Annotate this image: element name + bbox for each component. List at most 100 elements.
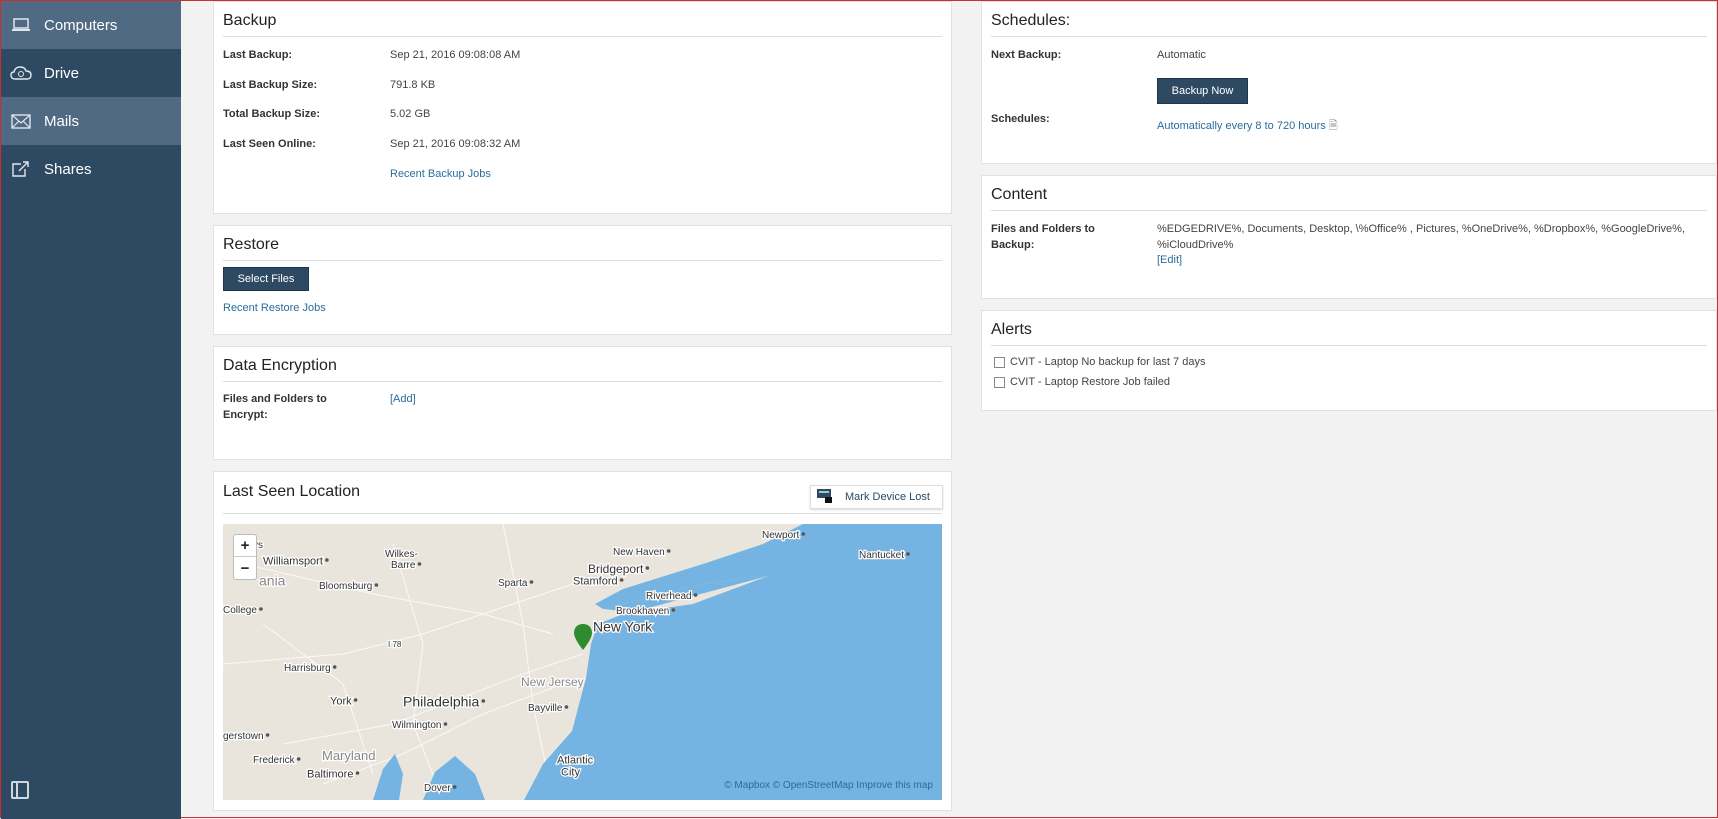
map-city-dot [529, 580, 534, 584]
sidebar-item-shares[interactable]: Shares [1, 145, 181, 193]
last-seen-location-panel: Last Seen Location Mark Device Lost ys Wi… [213, 471, 952, 811]
map-city-dot [355, 771, 360, 775]
map-attribution[interactable]: © Mapbox © OpenStreetMap Improve this ma… [724, 780, 933, 791]
map-city-dot [265, 733, 270, 737]
panel-title: Content [991, 186, 1707, 211]
schedules-panel: Schedules: Next Backup: Automatic Backup… [981, 1, 1717, 164]
map-label-gerstown: gerstown [223, 731, 264, 742]
map-label-atlantic: Atlantic [557, 754, 594, 766]
map-zoom-control: + − [233, 534, 257, 580]
map-city-dot [481, 699, 486, 703]
field-label: Last Seen Online: [223, 138, 316, 150]
location-map[interactable]: ys Williamsport Wilkes- Barre ania Bloomsburg… [223, 524, 942, 800]
map-city-dot [666, 549, 671, 553]
chesapeake-bay [373, 754, 403, 800]
map-label-i78: I 78 [388, 640, 402, 649]
alerts-panel: Alerts CVIT - Laptop No backup for last … [981, 310, 1717, 411]
map-label-newyork: New York [593, 619, 653, 635]
map-city-dot [443, 722, 448, 726]
add-encryption-link[interactable]: [Add] [390, 393, 416, 405]
sidebar-item-computers[interactable]: Computers [1, 1, 181, 49]
sidebar-item-drive[interactable]: Drive [1, 49, 181, 97]
panel-title: Alerts [991, 321, 1707, 346]
panel-title: Restore [223, 236, 942, 261]
edit-content-link[interactable]: [Edit] [1157, 254, 1183, 266]
field-label: Next Backup: [991, 49, 1062, 61]
next-backup-value: Automatic [1157, 49, 1206, 61]
alert-checkbox[interactable] [994, 377, 1005, 388]
backup-content-value: %iCloudDrive% [1157, 239, 1234, 251]
panel-title: Data Encryption [223, 357, 942, 382]
document-icon: 🗎 [1328, 120, 1338, 132]
location-pin-icon[interactable] [574, 624, 592, 650]
map-label-nantucket: Nantucket [859, 550, 904, 561]
map-city-dot [296, 757, 301, 761]
sidebar-item-mails[interactable]: Mails [1, 97, 181, 145]
map-label-dover: Dover [424, 783, 451, 794]
field-label: Files and Folders to [223, 393, 327, 405]
mark-device-lost-button[interactable]: Mark Device Lost [810, 485, 943, 509]
map-label-bloomsburg: Bloomsburg [319, 581, 372, 592]
alert-checkbox[interactable] [994, 357, 1005, 368]
device-lost-icon [817, 488, 833, 506]
field-label: Encrypt: [223, 409, 268, 421]
field-label: Last Backup Size: [223, 79, 318, 91]
sidebar: Computers Drive Mails Shares [1, 1, 181, 819]
map-city-dot [325, 558, 329, 562]
map-label-bridgeport: Bridgeport [588, 562, 644, 576]
map-label-newport: Newport [762, 530, 799, 541]
select-files-button[interactable]: Select Files [223, 267, 309, 291]
recent-restore-jobs-link[interactable]: Recent Restore Jobs [223, 302, 326, 314]
field-label: Last Backup: [223, 49, 293, 61]
map-city-dot [564, 705, 569, 709]
map-label-philadelphia: Philadelphia [403, 694, 479, 710]
panel-title: Backup [223, 12, 942, 37]
map-label-riverhead: Riverhead [646, 591, 692, 602]
field-label: Schedules: [991, 113, 1050, 125]
panel-title: Last Seen Location [223, 483, 942, 514]
data-encryption-panel: Data Encryption Files and Folders to Enc… [213, 346, 952, 460]
map-city-dot [801, 532, 806, 536]
map-city-dot [452, 785, 457, 789]
last-backup-value: Sep 21, 2016 09:08:08 AM [390, 49, 521, 61]
map-label-newjersey: New Jersey [521, 675, 584, 689]
backup-now-button[interactable]: Backup Now [1157, 78, 1248, 104]
map-city-dot [693, 593, 698, 597]
restore-panel: Restore Select Files Recent Restore Jobs [213, 225, 952, 335]
total-backup-size-value: 5.02 GB [390, 108, 431, 120]
zoom-in-button[interactable]: + [234, 535, 256, 557]
sidebar-item-label: Drive [44, 64, 80, 82]
map-label-stamford: Stamford [573, 575, 618, 587]
map-label-wilkes: Wilkes- [385, 549, 418, 560]
last-backup-size-value: 791.8 KB [390, 79, 436, 91]
recent-backup-jobs-link[interactable]: Recent Backup Jobs [390, 168, 491, 180]
laptop-icon [10, 17, 32, 33]
schedules-link-label: Automatically every 8 to 720 hours [1157, 120, 1326, 132]
collapse-sidebar-icon[interactable] [11, 781, 29, 799]
map-label-baltimore: Baltimore [307, 768, 353, 780]
sidebar-item-label: Computers [44, 16, 118, 34]
map-city-dot [374, 583, 379, 587]
map-label-sparta: Sparta [498, 578, 528, 589]
mark-device-lost-label: Mark Device Lost [845, 491, 930, 503]
map-label-williamsport: Williamsport [263, 555, 323, 567]
ocean [524, 524, 942, 800]
long-island-sound [603, 576, 768, 612]
sidebar-item-label: Mails [44, 112, 80, 130]
map-label-wilmington: Wilmington [392, 720, 441, 731]
map-label-college: College [223, 605, 257, 616]
map-label-harrisburg: Harrisburg [284, 663, 331, 674]
field-label: Files and Folders to [991, 223, 1095, 235]
zoom-out-button[interactable]: − [240, 559, 250, 577]
map-label-frederick: Frederick [253, 755, 296, 766]
map-city-dot [259, 607, 263, 611]
map-label-barre: Barre [391, 560, 416, 571]
map-label-bayville: Bayville [528, 703, 563, 714]
map-label-york: York [330, 695, 352, 707]
schedules-link[interactable]: Automatically every 8 to 720 hours 🗎 [1157, 117, 1338, 136]
map-label-newhaven: New Haven [613, 547, 665, 558]
map-label-brookhaven: Brookhaven [616, 606, 669, 617]
map-city-dot [906, 552, 910, 556]
backup-panel: Backup Last Backup: Sep 21, 2016 09:08:0… [213, 1, 952, 214]
